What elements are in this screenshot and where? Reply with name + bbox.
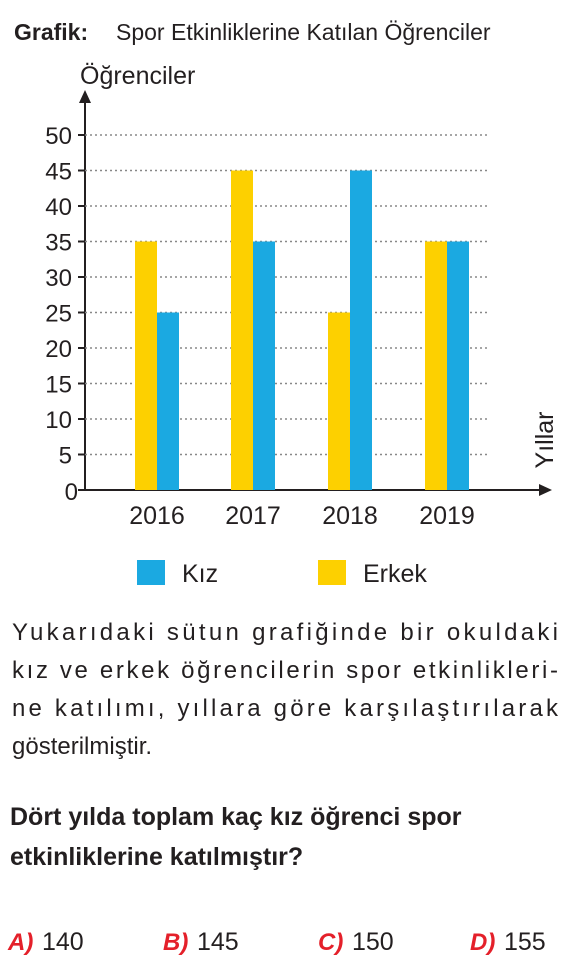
- option-value: 150: [352, 928, 394, 956]
- y-tick-label: 10: [45, 407, 72, 434]
- x-tick-label: 2016: [129, 502, 185, 530]
- bar: [231, 170, 253, 490]
- option-letter: A): [7, 929, 33, 956]
- x-axis-label: Yıllar: [531, 412, 559, 469]
- y-tick-label: 5: [59, 443, 72, 470]
- option-value: 145: [197, 928, 239, 956]
- question-line: Dört yılda toplam kaç kız öğrenci spor: [10, 803, 462, 831]
- x-tick-label: 2018: [322, 502, 378, 530]
- y-tick-label: 30: [45, 265, 72, 292]
- paragraph-line: kız ve erkek öğrencilerin spor etkinlikl…: [12, 657, 558, 684]
- option-letter: D): [470, 929, 495, 956]
- option-letter: B): [163, 929, 188, 956]
- y-tick-label: 25: [45, 301, 72, 328]
- y-tick-label: 40: [45, 194, 72, 221]
- paragraph-line: Yukarıdaki sütun grafiğinde bir okuldaki: [12, 619, 558, 646]
- bar: [157, 312, 179, 490]
- title-prefix: Grafik:: [14, 19, 88, 45]
- bar: [328, 312, 350, 490]
- y-tick-label: 15: [45, 372, 72, 399]
- bar: [425, 241, 447, 490]
- question-line: etkinliklerine katılmıştır?: [10, 843, 303, 871]
- option-value: 155: [504, 928, 546, 956]
- y-tick-label: 50: [45, 123, 72, 150]
- y-arrow: [79, 90, 91, 103]
- chart-title: Spor Etkinliklerine Katılan Öğrenciler: [116, 19, 491, 45]
- y-axis-label: Öğrenciler: [80, 62, 195, 90]
- bar: [350, 170, 372, 490]
- legend-label: Erkek: [363, 560, 427, 588]
- y-tick-label: 45: [45, 159, 72, 186]
- x-tick-label: 2017: [225, 502, 281, 530]
- legend-swatch: [137, 560, 165, 585]
- legend-swatch: [318, 560, 346, 585]
- option-value: 140: [42, 928, 84, 956]
- bar: [253, 241, 275, 490]
- paragraph-line: gösterilmiştir.: [12, 733, 152, 760]
- bar: [447, 241, 469, 490]
- y-tick-label: 20: [45, 336, 72, 363]
- y-tick-label: 35: [45, 230, 72, 257]
- legend-label: Kız: [182, 560, 218, 588]
- y-tick-label: 0: [65, 479, 78, 506]
- option-letter: C): [318, 929, 343, 956]
- bar: [135, 241, 157, 490]
- paragraph-line: ne katılımı, yıllara göre karşılaştırıla…: [12, 695, 559, 722]
- x-tick-label: 2019: [419, 502, 475, 530]
- x-arrow: [539, 484, 552, 496]
